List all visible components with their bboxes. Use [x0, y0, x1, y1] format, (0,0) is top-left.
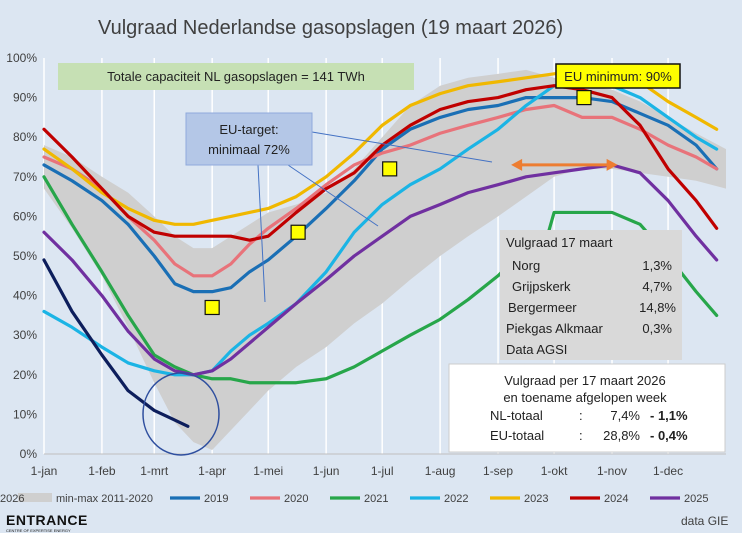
fill-level-row-label: EU-totaal [490, 428, 544, 443]
x-tick-label: 1-aug [425, 464, 456, 478]
legend-label: 2024 [604, 493, 628, 505]
legend-label: 2021 [364, 493, 388, 505]
series-line-2021 [42, 175, 719, 385]
storage-row-label: Bergermeer [508, 300, 577, 315]
storage-row-value: 14,8% [639, 300, 676, 315]
series-line-2020 [42, 103, 719, 278]
eu-target-arrow-1 [257, 164, 266, 303]
y-tick-label: 90% [13, 91, 37, 105]
x-tick-label: 1-sep [483, 464, 513, 478]
chart-title: Vulgraad Nederlandse gasopslagen (19 maa… [98, 17, 563, 39]
y-tick-label: 0% [20, 447, 38, 461]
legend-label: 2026 [0, 493, 24, 505]
x-tick-label: 1-mrt [140, 464, 169, 478]
storage-row-value: 4,7% [642, 279, 672, 294]
fill-level-row-value: 7,4% [610, 408, 640, 423]
eu-minimum-marker [576, 89, 592, 106]
y-tick-label: 100% [6, 51, 37, 65]
fill-level-title-1: Vulgraad per 17 maart 2026 [504, 373, 665, 388]
fill-level-title-2: en toename afgelopen week [503, 390, 667, 405]
entrance-logo: ENTRANCE CENTRE OF EXPERTISE ENERGY [6, 512, 88, 533]
eu-target-arrow-3 [311, 131, 493, 163]
eu-minimum-box [555, 63, 681, 89]
logo-subtext: CENTRE OF EXPERTISE ENERGY [6, 528, 71, 533]
series-line-2026 [42, 258, 190, 428]
y-tick-label: 60% [13, 209, 37, 223]
y-tick-label: 50% [13, 249, 37, 263]
eu-target-line1: EU-target: [219, 122, 278, 137]
orange-range-arrow [511, 158, 618, 171]
storage-row-value: 0,3% [642, 321, 672, 336]
eu-target-box [185, 112, 313, 166]
eu-target-marker [382, 161, 398, 177]
y-tick-label: 10% [13, 407, 37, 421]
fill-level-row-label: NL-totaal [490, 408, 543, 423]
x-tick-label: 1-okt [541, 464, 568, 478]
logo-text: ENTRANCE [6, 512, 88, 528]
y-tick-label: 20% [13, 368, 37, 382]
legend-label: 2023 [524, 493, 548, 505]
fill-level-table: Vulgraad per 17 maart 2026 en toename af… [448, 363, 726, 453]
x-tick-label: 1-nov [597, 464, 627, 478]
series-line-2019 [42, 95, 719, 294]
legend-swatch [18, 493, 52, 502]
storage-table-source: Data AGSI [506, 342, 567, 357]
y-tick-label: 70% [13, 170, 37, 184]
x-tick-label: 1-jan [31, 464, 58, 478]
eu-target-arrow-2 [287, 164, 379, 227]
y-tick-label: 40% [13, 289, 37, 303]
x-tick-label: 1-dec [653, 464, 683, 478]
storage-row-label: Grijpskerk [512, 279, 571, 294]
y-tick-label: 30% [13, 328, 37, 342]
storage-table: Vulgraad 17 maart Norg 1,3% Grijpskerk 4… [500, 230, 682, 360]
highlight-ellipse-2026 [142, 372, 220, 456]
x-tick-label: 1-jul [371, 464, 394, 478]
series-line-2024 [42, 84, 719, 242]
eu-minimum-point [576, 89, 592, 106]
fill-level-row-sep: : [579, 408, 583, 423]
x-tick-label: 1-jun [313, 464, 340, 478]
fill-level-row-change: - 1,1% [650, 408, 688, 423]
x-tick-label: 1-mei [253, 464, 283, 478]
legend-label: min-max 2011-2020 [56, 493, 153, 505]
fill-level-table-box [448, 363, 726, 453]
x-ticks: 1-jan 1-feb 1-mrt 1-apr 1-mei 1-jun 1-jul 1-aug… [31, 464, 683, 478]
arrow-head-right [606, 158, 618, 171]
data-source-label: data GIE [681, 514, 729, 528]
storage-row-value: 1,3% [642, 258, 672, 273]
y-ticks: 0% 10% 20% 30% 40% 50% 60% 70% 80% 90% 100% [6, 51, 37, 461]
legend-label: 2019 [204, 493, 228, 505]
capacity-note: Totale capaciteit NL gasopslagen = 141 T… [107, 69, 365, 84]
eu-target-marker [204, 299, 220, 316]
legend: min-max 2011-2020 2019 2020 2021 2022 2023 202… [0, 493, 708, 505]
storage-row-label: Piekgas Alkmaar [506, 321, 603, 336]
fill-level-row-change: - 0,4% [650, 428, 688, 443]
storage-row-label: Norg [512, 258, 540, 273]
x-tick-label: 1-apr [198, 464, 226, 478]
legend-label: 2020 [284, 493, 308, 505]
eu-target-markers [204, 161, 398, 316]
eu-target-line2: minimaal 72% [208, 142, 290, 157]
arrow-head-left [511, 158, 523, 171]
legend-label: 2022 [444, 493, 468, 505]
capacity-note-box [58, 63, 414, 90]
fill-level-row-sep: : [579, 428, 583, 443]
eu-minimum-label: EU minimum: 90% [564, 69, 672, 84]
legend-label: 2025 [684, 493, 708, 505]
storage-table-box [500, 230, 682, 360]
fill-level-row-value: 28,8% [603, 428, 640, 443]
storage-table-title: Vulgraad 17 maart [506, 235, 613, 250]
y-tick-label: 80% [13, 130, 37, 144]
eu-target-callout: EU-target: minimaal 72% [185, 112, 493, 303]
eu-target-marker [290, 224, 306, 240]
x-tick-label: 1-feb [88, 464, 116, 478]
